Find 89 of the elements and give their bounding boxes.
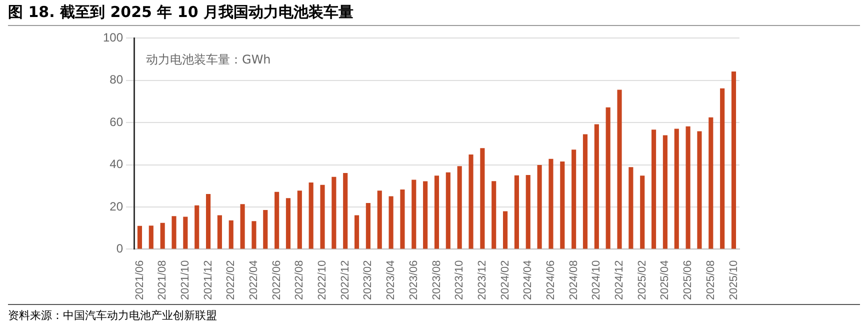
x-tick-label: 2025/04 <box>659 260 672 300</box>
bar <box>548 158 554 249</box>
bar <box>662 135 668 249</box>
y-tick-label: 100 <box>102 30 124 45</box>
bar <box>457 166 462 249</box>
x-tick-label: 2025/06 <box>682 260 694 300</box>
x-tick-label: 2022/04 <box>248 260 260 300</box>
bar <box>194 205 200 249</box>
bar <box>651 130 656 249</box>
x-tick-label: 2025/10 <box>728 260 740 300</box>
x-tick-label: 2024/12 <box>614 260 626 300</box>
bar <box>263 210 268 249</box>
x-tick-label: 2023/12 <box>476 260 488 300</box>
x-tick-label: 2024/04 <box>522 260 534 300</box>
x-tick-label: 2023/06 <box>408 260 420 300</box>
bar <box>137 226 142 249</box>
bar <box>582 134 588 249</box>
bar <box>274 192 280 249</box>
x-tick-label: 2023/02 <box>362 260 374 300</box>
x-tick-label: 2022/08 <box>294 260 306 300</box>
bar <box>423 181 428 249</box>
bar <box>388 196 394 249</box>
bar <box>468 154 474 249</box>
x-tick-label: 2023/08 <box>430 260 443 300</box>
bar <box>686 126 690 249</box>
bar <box>240 204 245 249</box>
x-tick-label: 2022/12 <box>339 260 352 300</box>
bar <box>148 226 154 249</box>
bar <box>640 176 645 249</box>
bar <box>526 174 530 249</box>
x-tick-label: 2021/08 <box>156 260 169 300</box>
x-tick-label: 2022/10 <box>316 260 329 300</box>
bar <box>628 167 634 249</box>
bar <box>502 211 508 249</box>
x-tick-label: 2024/08 <box>568 260 580 300</box>
text: 资料来源：中国汽车动力电池产业创新联盟 <box>8 304 860 323</box>
bar <box>674 128 679 249</box>
bar <box>492 181 496 249</box>
bar <box>217 215 222 249</box>
y-tick-label: 80 <box>110 72 124 87</box>
bar <box>434 176 440 249</box>
bar <box>252 221 256 249</box>
x-tick-label: 2025/02 <box>636 260 648 300</box>
bar <box>572 150 576 249</box>
bar <box>332 176 336 249</box>
x-tick-label: 2022/06 <box>270 260 283 300</box>
bar <box>446 172 450 249</box>
y-tick-label: 0 <box>116 242 124 256</box>
bar <box>400 190 405 249</box>
x-tick-label: 2021/12 <box>202 260 214 300</box>
x-tick-label: 2023/10 <box>454 260 466 300</box>
bar <box>720 88 725 249</box>
x-tick-label: 2024/10 <box>590 260 603 300</box>
bar <box>354 215 360 249</box>
x-tick-label: 2024/06 <box>545 260 557 300</box>
x-tick-label: 2021/10 <box>179 260 192 300</box>
bar <box>366 203 370 249</box>
bar <box>297 190 302 249</box>
x-tick-label: 2025/08 <box>704 260 717 300</box>
bar <box>560 161 565 249</box>
bar <box>594 124 599 249</box>
bar <box>412 180 416 249</box>
bar <box>708 117 714 249</box>
bar <box>480 148 485 249</box>
bar <box>606 107 610 249</box>
y-tick-label: 60 <box>110 114 124 129</box>
x-tick-label: 2023/04 <box>385 260 398 300</box>
bar <box>308 182 314 249</box>
bar <box>377 190 382 249</box>
bar <box>514 175 519 249</box>
bar <box>537 165 542 249</box>
bar <box>172 216 176 249</box>
bar <box>160 222 165 249</box>
x-tick-label: 2024/02 <box>499 260 512 300</box>
bar <box>320 184 325 249</box>
x-tick-label: 2021/06 <box>134 260 146 300</box>
x-tick-label: 2022/02 <box>225 260 238 300</box>
bar <box>697 131 702 249</box>
bar <box>617 90 622 249</box>
y-tick-label: 40 <box>110 157 124 172</box>
bar <box>183 216 188 249</box>
bar <box>286 198 291 249</box>
bar <box>228 220 234 249</box>
y-tick-label: 20 <box>110 199 124 214</box>
bar <box>731 72 736 249</box>
bar <box>343 173 348 249</box>
chart-title: 图 18. 截至到 2025 年 10 月我国动力电池装车量 <box>8 3 860 26</box>
bar <box>206 194 211 249</box>
annotation: 动力电池装车量：GWh <box>146 52 271 66</box>
